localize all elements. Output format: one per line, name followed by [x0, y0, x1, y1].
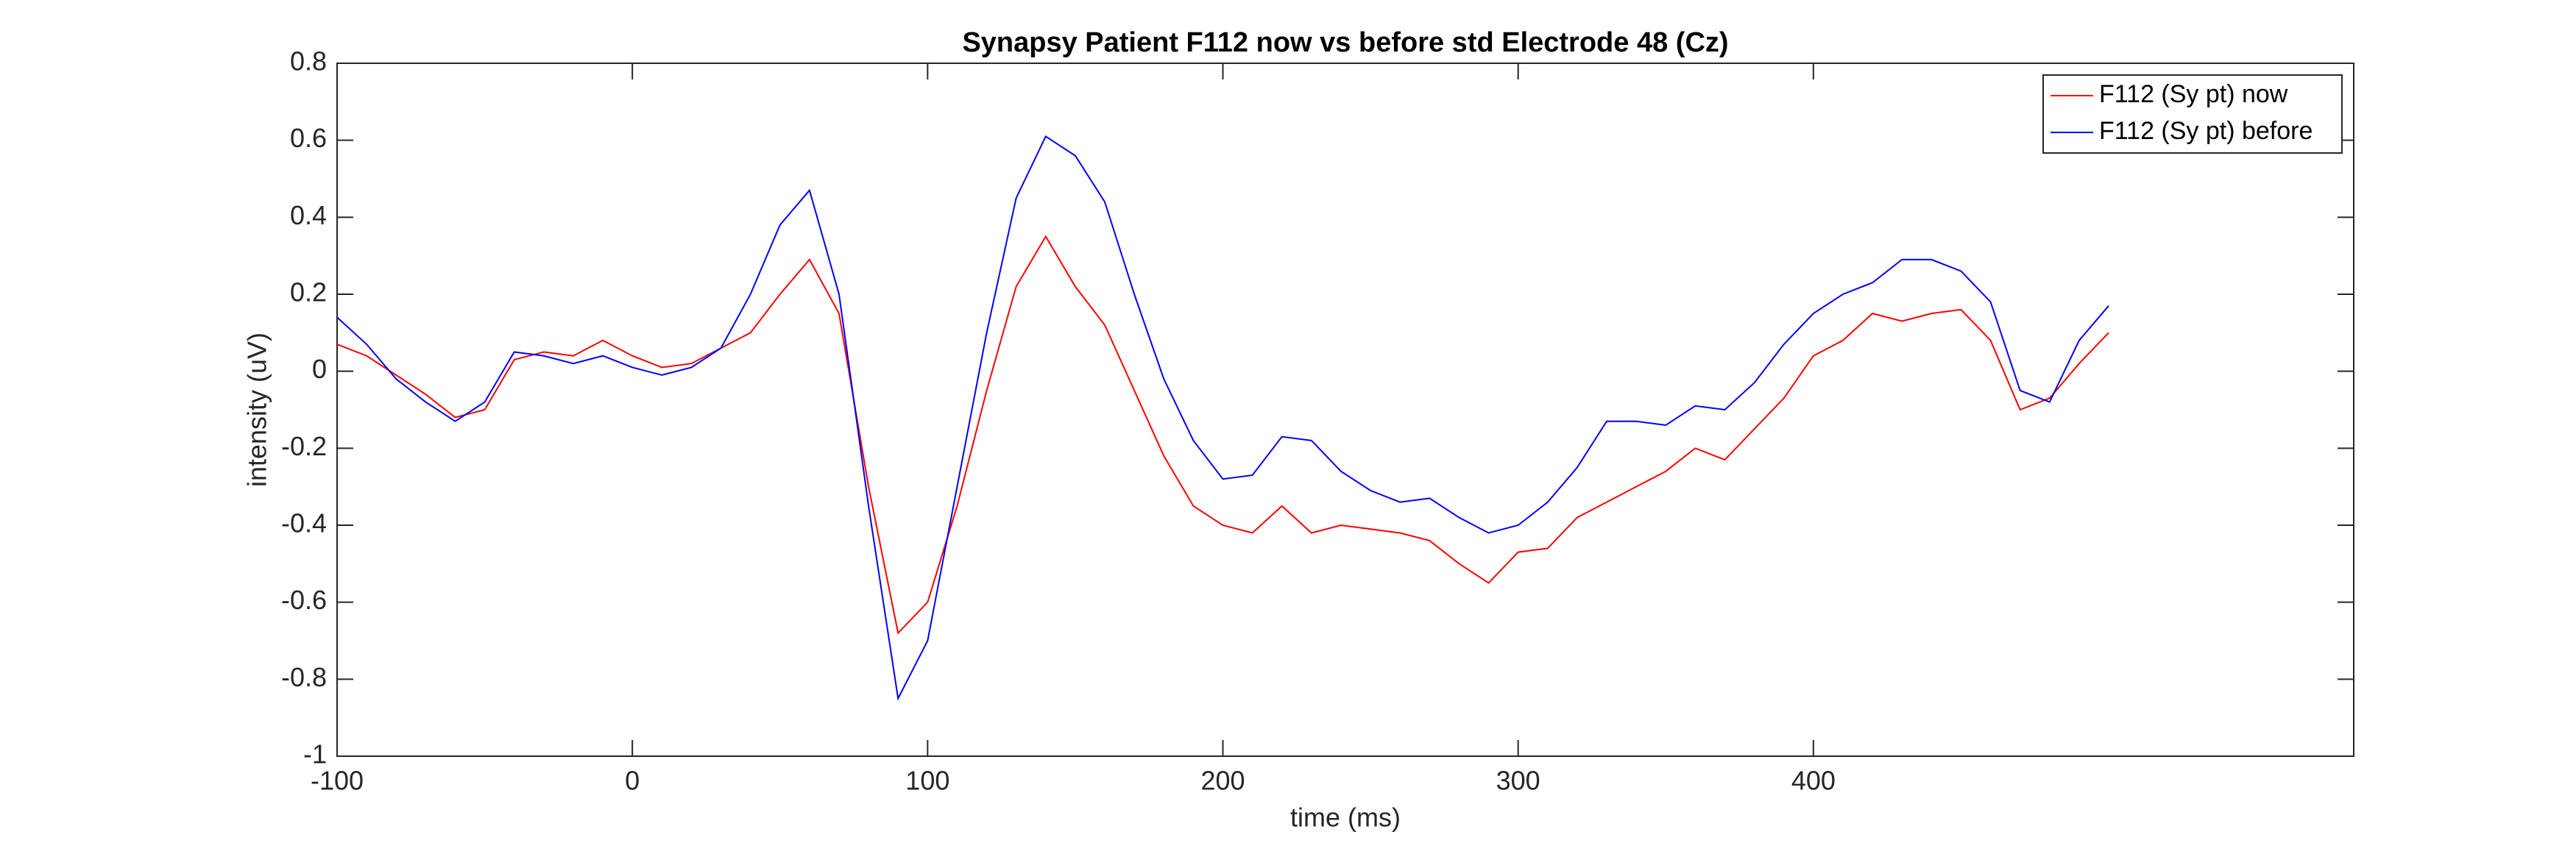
y-tick-label: 0.8	[290, 46, 327, 77]
x-axis-label: time (ms)	[1290, 803, 1401, 833]
legend-label: F112 (Sy pt) before	[2099, 117, 2313, 145]
x-tick-label: 400	[1791, 766, 1836, 796]
y-axis-label: intensity (uV)	[242, 332, 272, 487]
chart-title: Synapsy Patient F112 now vs before std E…	[962, 27, 1728, 58]
y-tick-label: 0.4	[290, 200, 327, 230]
x-tick-label: 100	[905, 766, 949, 796]
y-tick-label: 0.6	[290, 123, 327, 153]
y-tick-label: -0.2	[281, 431, 327, 461]
x-tick-label: 200	[1200, 766, 1245, 796]
x-tick-label: -100	[311, 766, 364, 796]
y-tick-label: -0.8	[281, 662, 327, 692]
line-series	[336, 235, 2109, 635]
x-tick-label: 300	[1496, 766, 1540, 796]
y-tick-label: 0	[312, 354, 327, 384]
y-tick-label: -1	[303, 739, 327, 769]
plot-area	[336, 63, 2354, 757]
x-tick-label: 0	[625, 766, 640, 796]
line-series	[336, 135, 2109, 701]
legend-label: F112 (Sy pt) now	[2099, 80, 2288, 108]
y-tick-label: -0.4	[281, 508, 327, 538]
legend-box	[2042, 74, 2343, 154]
y-tick-label: -0.6	[281, 585, 327, 615]
y-tick-label: 0.2	[290, 277, 327, 307]
